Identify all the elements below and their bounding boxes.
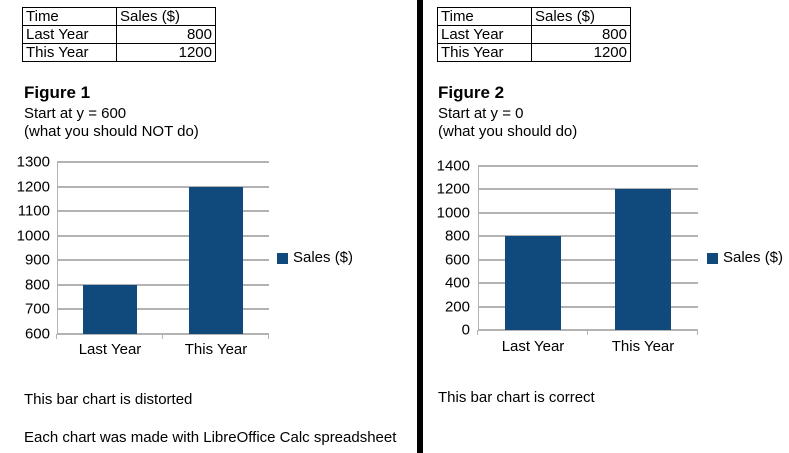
header-cell-sales: Sales ($)	[116, 7, 216, 26]
x-axis-tick	[697, 330, 698, 335]
figure1-plot-area	[56, 161, 269, 339]
y-tick-label: 1100	[17, 202, 50, 220]
figure1-subtitle-line1: Start at y = 600	[24, 105, 127, 122]
gridline	[57, 283, 269, 286]
bar-this-year	[614, 189, 672, 330]
x-axis-tick	[477, 330, 478, 335]
figure2-subtitle-line1: Start at y = 0	[438, 105, 524, 122]
x-category-label: This Year	[611, 338, 675, 355]
gridline	[478, 329, 698, 331]
x-category-label: Last Year	[501, 338, 565, 355]
y-tick-label: 200	[444, 298, 470, 316]
cell-this-year-value: 1200	[531, 43, 631, 62]
x-category-label: Last Year	[78, 341, 142, 358]
bar-last-year	[82, 284, 138, 334]
y-tick-label: 1200	[436, 180, 470, 198]
cell-this-year-value: 1200	[116, 43, 216, 62]
table-row: Last Year 800	[22, 25, 216, 44]
panel-divider	[417, 0, 423, 453]
y-axis-line	[478, 166, 479, 330]
gridline	[478, 258, 698, 261]
gridline	[57, 259, 269, 262]
gridline	[57, 185, 269, 188]
cell-last-year: Last Year	[437, 25, 532, 44]
figure1-legend: Sales ($)	[277, 250, 353, 266]
gridline	[57, 308, 269, 311]
y-tick-label: 900	[24, 251, 50, 269]
cell-last-year-value: 800	[116, 25, 216, 44]
y-tick-label: 1000	[16, 227, 50, 245]
y-tick-label: 800	[444, 227, 470, 245]
figure1-y-axis-labels: 600 700 800 900 1000 1100 1200 1300	[6, 155, 50, 342]
gridline	[478, 282, 698, 285]
figure2-title: Figure 2	[438, 83, 505, 102]
legend-color-swatch	[707, 252, 718, 264]
y-tick-label: 1300	[16, 153, 50, 171]
legend-color-swatch	[277, 252, 288, 264]
y-tick-label: 0	[461, 321, 470, 339]
x-category-label: This Year	[184, 341, 248, 358]
gridline	[478, 188, 698, 191]
legend-label: Sales ($)	[293, 249, 354, 266]
y-tick-label: 400	[444, 274, 470, 292]
sales-table-figure2: Time Sales ($) Last Year 800 This Year 1…	[437, 7, 631, 62]
cell-this-year: This Year	[22, 43, 117, 62]
header-cell-time: Time	[437, 7, 532, 26]
sales-table-figure1: Time Sales ($) Last Year 800 This Year 1…	[22, 7, 216, 62]
table-row: Last Year 800	[437, 25, 631, 44]
figure1-x-axis-labels: Last Year This Year	[57, 341, 269, 359]
gridline	[478, 305, 698, 308]
y-tick-label: 600	[24, 325, 50, 343]
header-cell-sales: Sales ($)	[531, 7, 631, 26]
cell-last-year: Last Year	[22, 25, 117, 44]
figure2-subtitle-line2: (what you should do)	[438, 123, 578, 140]
figure2-y-axis-labels: 0 200 400 600 800 1000 1200 1400	[426, 159, 470, 338]
x-axis-tick	[162, 334, 163, 339]
table-header-row: Time Sales ($)	[437, 7, 631, 26]
y-tick-label: 1400	[436, 157, 470, 175]
x-axis-tick	[56, 334, 57, 339]
figure1-subtitle-line2: (what you should NOT do)	[24, 123, 199, 140]
gridline	[478, 211, 698, 214]
gridline	[478, 165, 698, 167]
table-row: This Year 1200	[22, 43, 216, 62]
legend-label: Sales ($)	[723, 249, 784, 266]
footnote: Each chart was made with LibreOffice Cal…	[24, 429, 397, 446]
figure2-x-axis-labels: Last Year This Year	[478, 338, 698, 356]
figure2-plot-area	[477, 165, 698, 335]
table-header-row: Time Sales ($)	[22, 7, 216, 26]
y-tick-label: 1000	[436, 204, 470, 222]
figure1-caption: This bar chart is distorted	[24, 391, 193, 408]
cell-this-year: This Year	[437, 43, 532, 62]
y-tick-label: 700	[24, 300, 50, 318]
bar-last-year	[504, 236, 562, 330]
y-tick-label: 600	[444, 251, 470, 269]
cell-last-year-value: 800	[531, 25, 631, 44]
gridline	[57, 333, 269, 335]
x-axis-tick	[268, 334, 269, 339]
bar-this-year	[188, 186, 244, 334]
table-row: This Year 1200	[437, 43, 631, 62]
y-tick-label: 800	[24, 276, 50, 294]
figure1-title: Figure 1	[24, 83, 91, 102]
gridline	[57, 161, 269, 163]
y-tick-label: 1200	[16, 178, 50, 196]
figure2-caption: This bar chart is correct	[438, 389, 595, 406]
y-axis-line	[57, 162, 58, 334]
gridline	[478, 235, 698, 238]
x-axis-tick	[587, 330, 588, 335]
gridline	[57, 234, 269, 237]
gridline	[57, 210, 269, 213]
figure2-legend: Sales ($)	[707, 250, 783, 266]
header-cell-time: Time	[22, 7, 117, 26]
